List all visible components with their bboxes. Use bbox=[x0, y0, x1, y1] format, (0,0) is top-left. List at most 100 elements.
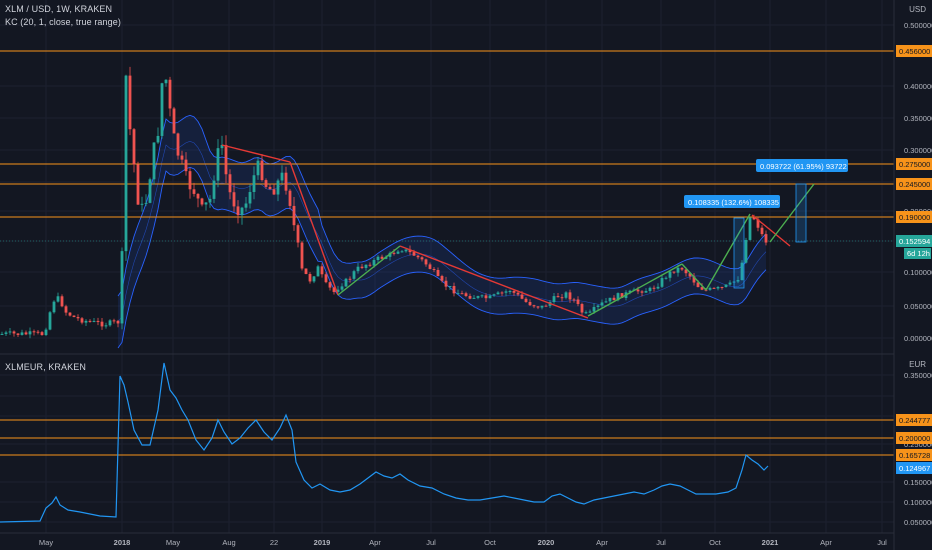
candle-body bbox=[188, 171, 192, 190]
candle-body bbox=[400, 251, 404, 253]
candle-body bbox=[688, 273, 692, 277]
candle-body bbox=[528, 301, 532, 306]
candle-body bbox=[176, 133, 180, 156]
candle-body bbox=[444, 280, 448, 287]
candle-body bbox=[56, 296, 60, 302]
downtrend-line bbox=[751, 214, 791, 247]
main-price-pane[interactable]: 0.108335 (132.6%) 108335 0.093722 (61.95%… bbox=[0, 50, 894, 349]
candle-body bbox=[476, 296, 480, 298]
candle-body bbox=[536, 306, 540, 308]
time-label: Oct bbox=[709, 538, 722, 547]
candle-body bbox=[172, 108, 176, 134]
chart-title: XLM / USD, 1W, KRAKEN bbox=[5, 4, 113, 14]
candle-body bbox=[164, 79, 168, 84]
candle-body bbox=[516, 292, 520, 295]
candle-body bbox=[256, 160, 260, 176]
indicator-legend[interactable]: KC (20, 1, close, true range) bbox=[5, 17, 121, 27]
uptrend-line bbox=[769, 183, 815, 243]
uptrend-line bbox=[705, 213, 751, 291]
candle-body bbox=[416, 255, 420, 258]
candle-body bbox=[52, 301, 56, 313]
sub-horizontal-levels[interactable] bbox=[0, 419, 894, 456]
candle-body bbox=[296, 225, 300, 243]
level-tag bbox=[896, 211, 932, 223]
measure-label-bg bbox=[756, 159, 848, 172]
candle-body bbox=[224, 144, 228, 175]
candle-body bbox=[24, 332, 28, 335]
candle-body bbox=[100, 321, 104, 327]
candle-body bbox=[268, 186, 272, 190]
candle-body bbox=[72, 315, 76, 318]
time-label: Jul bbox=[426, 538, 436, 547]
candle-body bbox=[492, 294, 496, 296]
candle-body bbox=[40, 332, 44, 336]
uptrend-line bbox=[681, 263, 707, 291]
candle-body bbox=[456, 293, 460, 295]
measure-label-bg bbox=[684, 195, 780, 208]
candle-body bbox=[508, 291, 512, 293]
candle-body bbox=[684, 269, 688, 274]
price-range-tools[interactable]: 0.108335 (132.6%) 108335 0.093722 (61.95%… bbox=[684, 159, 848, 289]
candle-body bbox=[628, 290, 632, 293]
candle-body bbox=[672, 271, 676, 273]
candle-body bbox=[300, 242, 304, 269]
candle-body bbox=[420, 257, 424, 260]
time-axis[interactable]: May 2018 May Aug 22 2019 Apr Jul Oct 2020 Apr Jul Oc… bbox=[39, 538, 887, 547]
time-label: Apr bbox=[369, 538, 381, 547]
trend-lines[interactable] bbox=[221, 144, 815, 319]
candle-body bbox=[556, 296, 560, 298]
candle-body bbox=[412, 252, 416, 256]
candle-body bbox=[236, 206, 240, 216]
level-label: 0.456000 bbox=[899, 47, 930, 56]
candle-body bbox=[500, 292, 504, 294]
level-tag bbox=[896, 45, 932, 57]
measure-box bbox=[795, 183, 807, 243]
candle-body bbox=[432, 268, 436, 271]
candle-body bbox=[716, 287, 720, 289]
candle-body bbox=[132, 129, 136, 165]
candle-body bbox=[644, 290, 648, 293]
candle-body bbox=[700, 287, 704, 290]
candle-body bbox=[564, 292, 568, 298]
candle-body bbox=[204, 202, 208, 205]
sub-chart-title: XLMEUR, KRAKEN bbox=[5, 362, 86, 372]
candle-body bbox=[160, 83, 164, 136]
candle-body bbox=[364, 264, 368, 268]
xlmeur-pane[interactable] bbox=[0, 362, 894, 523]
candle-body bbox=[144, 202, 148, 204]
candle-body bbox=[216, 148, 220, 181]
candle-body bbox=[436, 270, 440, 277]
candle-body bbox=[580, 304, 584, 313]
candle-body bbox=[316, 266, 320, 277]
candle-body bbox=[228, 174, 232, 193]
sub-level-label: 0.244777 bbox=[899, 416, 930, 425]
candle-body bbox=[396, 251, 400, 254]
candle-body bbox=[748, 217, 752, 240]
candle-body bbox=[604, 301, 608, 303]
level-label: 0.245000 bbox=[899, 180, 930, 189]
candle-body bbox=[124, 75, 128, 252]
sub-level-tag bbox=[896, 414, 932, 426]
main-price-scale[interactable]: 0.5000000.4000000.3500000.3000000.250000… bbox=[896, 21, 932, 343]
candle-body bbox=[280, 172, 284, 181]
candle-body bbox=[288, 190, 292, 206]
candle-body bbox=[196, 193, 200, 199]
candle-body bbox=[636, 289, 640, 292]
candle-body bbox=[108, 320, 112, 326]
candle-body bbox=[44, 329, 48, 336]
sub-price-label: 0.124967 bbox=[899, 464, 930, 473]
candle-body bbox=[312, 276, 316, 282]
candle-body bbox=[32, 331, 36, 333]
candle-body bbox=[212, 180, 216, 199]
time-label: 22 bbox=[270, 538, 278, 547]
sub-level-label: 0.200000 bbox=[899, 434, 930, 443]
